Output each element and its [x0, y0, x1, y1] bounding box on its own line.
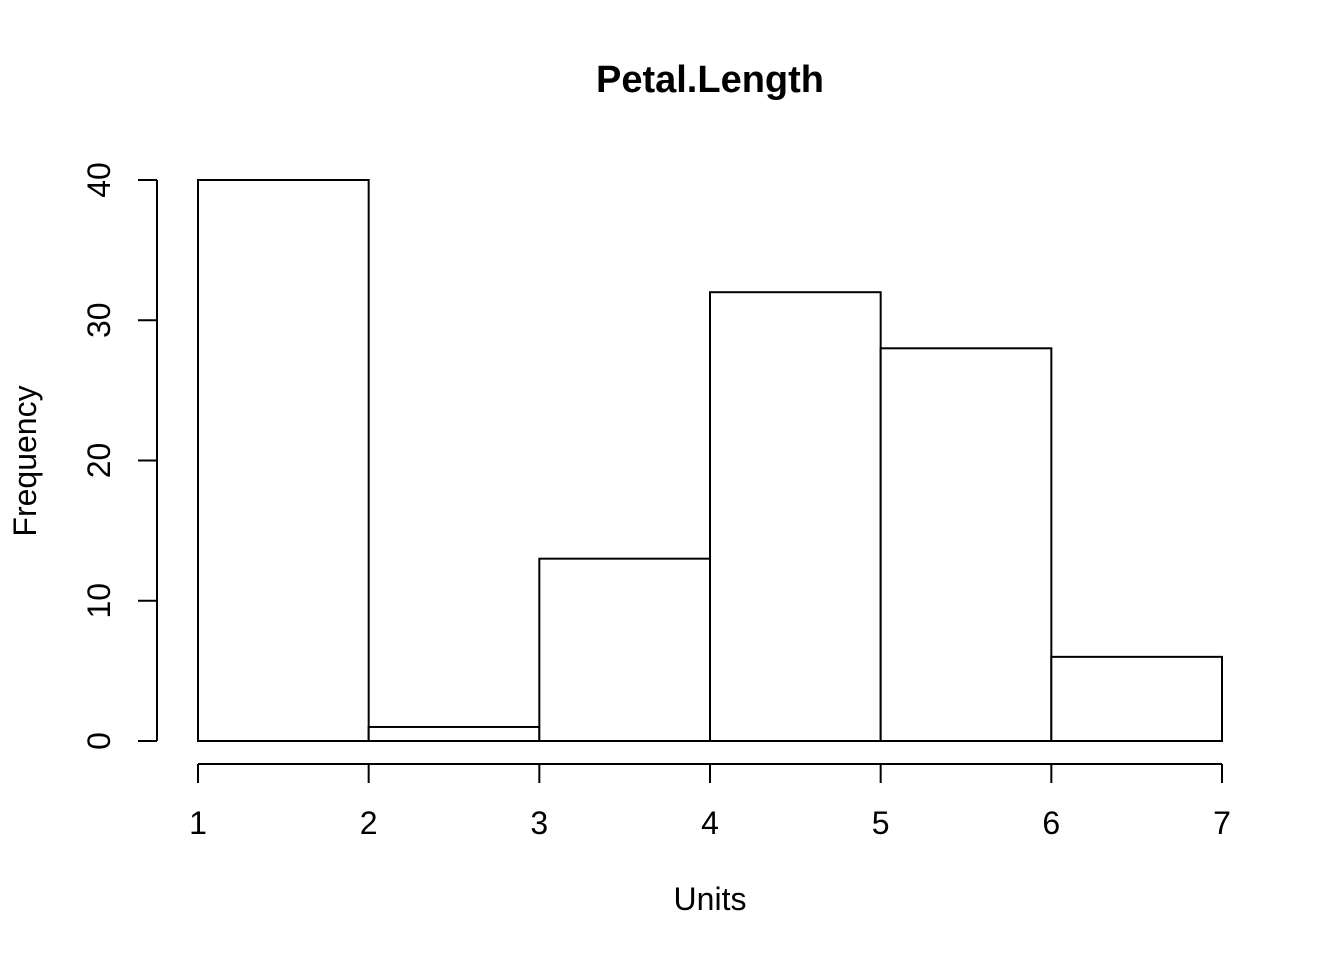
x-tick-label-4: 5 — [872, 805, 890, 841]
x-tick-label-2: 3 — [530, 805, 548, 841]
y-axis-label: Frequency — [7, 385, 43, 536]
x-axis-label: Units — [674, 881, 747, 917]
x-tick-label-6: 7 — [1213, 805, 1231, 841]
chart-title: Petal.Length — [596, 59, 824, 101]
histogram-bar-3 — [709, 291, 882, 742]
y-tick-label-0: 0 — [81, 732, 117, 750]
y-axis: 0 10 20 30 40 — [81, 162, 158, 750]
histogram-bar-0 — [197, 179, 370, 742]
histogram-bar-1 — [367, 725, 541, 742]
x-axis: 1 2 3 4 5 6 7 — [189, 763, 1231, 841]
histogram-bars — [197, 179, 1224, 742]
x-tick-label-1: 2 — [360, 805, 378, 841]
histogram-bar-2 — [538, 557, 711, 742]
y-tick-label-1: 10 — [81, 583, 117, 619]
histogram-bar-5 — [1050, 655, 1224, 742]
histogram-bar-4 — [879, 347, 1053, 742]
y-tick-label-3: 30 — [81, 302, 117, 338]
x-tick-label-0: 1 — [189, 805, 207, 841]
x-tick-label-5: 6 — [1042, 805, 1060, 841]
y-tick-label-2: 20 — [81, 443, 117, 479]
x-tick-label-3: 4 — [701, 805, 719, 841]
y-tick-label-4: 40 — [81, 162, 117, 198]
